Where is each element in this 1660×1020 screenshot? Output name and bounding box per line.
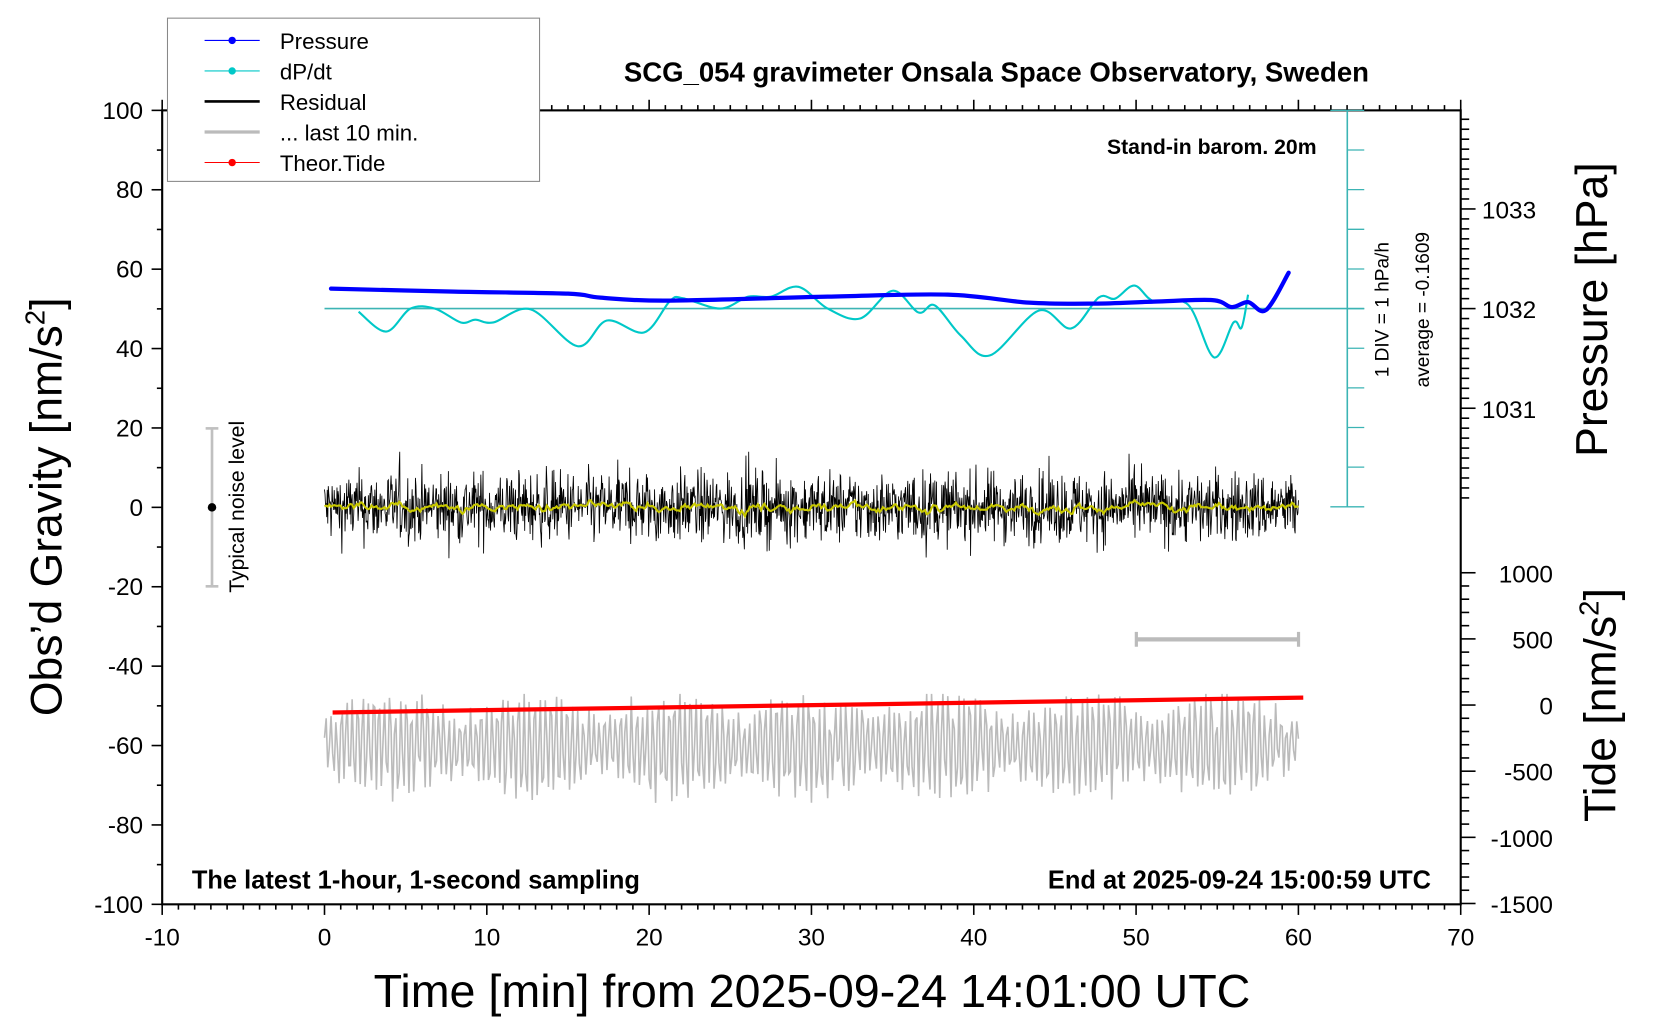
y-tick-label: 60 [116, 257, 143, 284]
legend-item: Pressure [204, 29, 369, 54]
legend-label: Pressure [280, 29, 369, 54]
residual-line [324, 451, 1299, 559]
legend-item: dP/dt [204, 59, 333, 84]
legend-label: ... last 10 min. [280, 120, 419, 145]
dpdt-scale-label: 1 DIV = 1 hPa/h [1373, 242, 1394, 377]
noise-level-indicator [205, 427, 219, 588]
tide-tick-label: -1500 [1491, 892, 1553, 919]
pressure-tick-label: 1031 [1482, 397, 1536, 424]
y-axis-label-tide: Tide [nm/s2] [1574, 588, 1626, 822]
legend-marker [228, 67, 236, 75]
subtitle-right: End at 2025-09-24 15:00:59 UTC [1048, 866, 1431, 894]
x-tick-label: 40 [960, 925, 987, 952]
tide-tick-label: 1000 [1499, 561, 1553, 588]
legend-label: Theor.Tide [280, 151, 386, 176]
chart-title: SCG_054 gravimeter Onsala Space Observat… [624, 57, 1369, 88]
x-tick-label: 30 [798, 925, 825, 952]
x-tick-label: 50 [1123, 925, 1150, 952]
dpdt-average-label: average = -0.1609 [1413, 232, 1434, 387]
x-tick-label: 0 [318, 925, 332, 952]
tide-tick-label: 0 [1539, 694, 1553, 721]
tide-tick-label: 500 [1512, 627, 1553, 654]
x-axis-label: Time [min] from 2025-09-24 14:01:00 UTC [374, 965, 1251, 1017]
dpdt-line [357, 284, 1250, 359]
y-axis-label-left: Obs’d Gravity [nm/s2] [20, 298, 72, 717]
x-tick-label: 70 [1447, 925, 1474, 952]
y-label-close: ] [22, 298, 71, 310]
legend-item: Theor.Tide [204, 151, 386, 176]
tide-tick-label: -500 [1504, 760, 1553, 787]
y-tick-label: -20 [108, 574, 143, 601]
legend-label: dP/dt [280, 59, 333, 84]
tide-line [332, 695, 1304, 715]
legend-item: Residual [204, 90, 367, 115]
residual-smoothed-line [324, 498, 1299, 519]
subtitle-left: The latest 1-hour, 1-second sampling [192, 866, 640, 894]
tide-label-text: Tide [nm/s [1576, 616, 1625, 822]
x-tick-label: 60 [1285, 925, 1312, 952]
y-tick-label: -80 [108, 812, 143, 839]
legend: Pressure dP/dt Residual ... last 10 min. The… [166, 17, 541, 182]
y-tick-label: 40 [116, 336, 143, 363]
legend-marker [228, 36, 236, 45]
noise-level-label: Typical noise level [226, 421, 249, 593]
y-tick-label: -100 [94, 892, 143, 919]
legend-marker [228, 158, 236, 167]
y-tick-label: 20 [116, 415, 143, 442]
y-label-text: Obs’d Gravity [nm/s [22, 325, 71, 716]
legend-label: Residual [280, 90, 367, 115]
pressure-tick-label: 1033 [1482, 197, 1536, 224]
pressure-tick-label: 1032 [1482, 297, 1536, 324]
y-tick-label: 100 [102, 98, 143, 125]
y-tick-label: -60 [108, 733, 143, 760]
y-tick-label: 80 [116, 177, 143, 204]
y-axis-label-pressure: Pressure [hPa] [1568, 162, 1617, 456]
last10-span-bar [1134, 631, 1301, 647]
dpdt-scale-axis [1330, 109, 1365, 508]
axis-ticks: -10 0 10 20 30 40 50 60 70100806040200-20-40-60-… [94, 98, 1553, 952]
barometer-note: Stand-in barom. 20m [1107, 136, 1317, 159]
y-tick-label: 0 [130, 495, 144, 522]
data-series [323, 270, 1365, 803]
legend-item: ... last 10 min. [204, 120, 419, 145]
x-tick-label: -10 [145, 925, 180, 952]
x-tick-label: 10 [473, 925, 500, 952]
pressure-line [328, 270, 1291, 314]
tide-tick-label: -1000 [1491, 826, 1553, 853]
last10-line [323, 693, 1300, 803]
x-tick-label: 20 [636, 925, 663, 952]
y-label-sup: 2 [20, 310, 51, 325]
y-tick-label: -40 [108, 654, 143, 681]
tide-label-sup: 2 [1574, 600, 1605, 615]
tide-label-close: ] [1576, 588, 1625, 600]
